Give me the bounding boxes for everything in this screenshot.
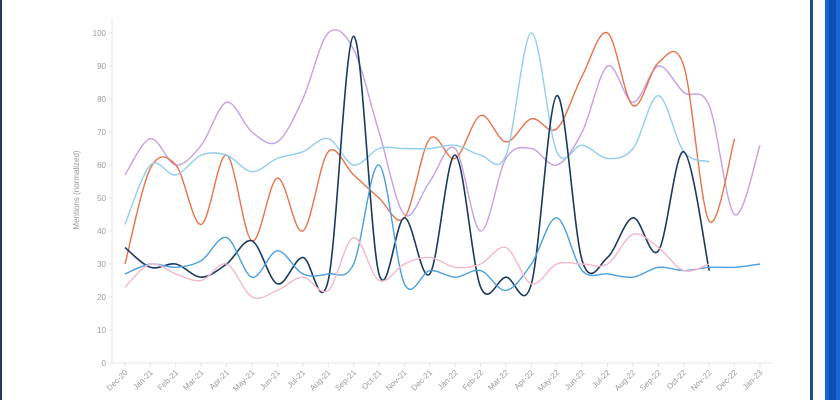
series-line-6 [124,233,710,299]
y-tick-label: 0 [102,359,107,368]
x-tick-label: Nov-22 [689,368,714,393]
x-tick-label: Jul-21 [285,368,307,390]
window-right-border [810,0,813,400]
y-tick-label: 90 [97,62,106,71]
y-tick-label: 100 [93,29,107,38]
x-tick-label: Jan-23 [741,368,765,392]
x-tick-label: Mar-21 [181,368,206,393]
y-tick-label: 50 [97,194,106,203]
series-line-3 [124,32,710,225]
x-tick-label: Feb-22 [461,368,486,393]
x-tick-label: Sep-21 [333,368,358,393]
x-tick-label: May-22 [536,368,562,394]
x-tick-label: Aug-22 [613,368,638,393]
y-axis-label: Mentions (normalized) [72,150,81,229]
x-tick-label: Dec-20 [105,368,130,393]
x-tick-label: Sep-22 [638,368,663,393]
y-tick-label: 10 [97,326,106,335]
window-left-border [0,0,2,400]
x-tick-label: Nov-21 [384,368,409,393]
chart-series [124,29,761,299]
series-line-4 [124,35,710,297]
x-tick-label: Dec-21 [410,368,435,393]
x-tick-label: Apr-21 [208,368,232,392]
x-tick-label: Oct-22 [665,368,689,392]
x-tick-label: Jun-22 [563,368,587,392]
x-tick-label: Aug-21 [308,368,333,393]
y-tick-label: 30 [97,260,106,269]
series-line-1 [124,29,761,232]
y-tick-label: 80 [97,95,106,104]
side-scrollbar-thumb[interactable] [829,0,836,400]
x-tick-label: Jun-21 [258,368,282,392]
x-tick-label: Jan-22 [436,368,460,392]
x-tick-label: Jul-22 [590,368,612,390]
y-tick-label: 70 [97,128,106,137]
line-chart: 0 10 20 30 40 50 60 70 80 90 100 Dec-20 Jan-21 Feb-21… [72,18,772,394]
x-tick-label: May-21 [231,368,257,394]
x-tick-label: Dec-22 [714,368,739,393]
y-tick-label: 40 [97,227,106,236]
x-tick-label: Mar-22 [486,368,511,393]
x-tick-label: Apr-22 [512,368,536,392]
y-tick-label: 60 [97,161,106,170]
series-line-5 [124,164,761,292]
x-tick-label: Oct-21 [360,368,384,392]
x-tick-label: Jan-21 [131,368,155,392]
x-tick-label: Feb-21 [156,368,181,393]
y-tick-label: 20 [97,293,106,302]
